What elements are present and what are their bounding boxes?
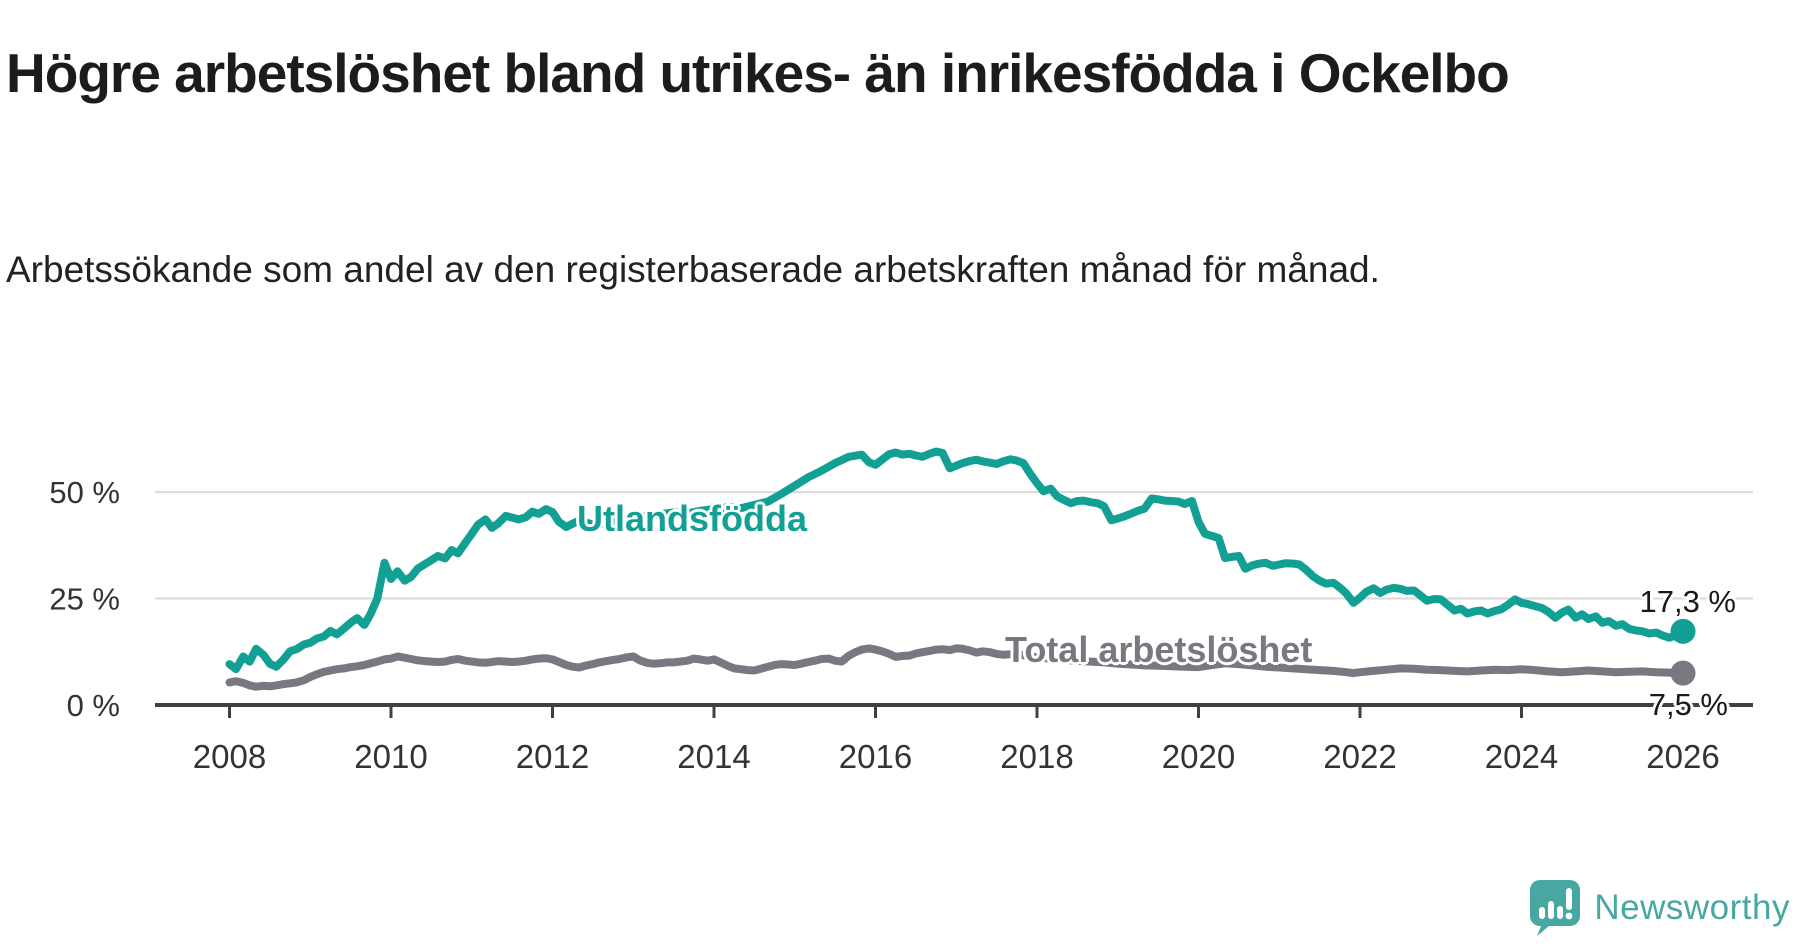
series-label-total-arbetsloshet: Total arbetslöshet xyxy=(1005,629,1313,670)
x-tick-label-2014: 2014 xyxy=(677,738,750,775)
y-tick-label-0: 0 % xyxy=(67,688,120,723)
x-tick-label-2026: 2026 xyxy=(1646,738,1719,775)
newsworthy-logo-text: Newsworthy xyxy=(1594,888,1790,927)
x-tick-label-2016: 2016 xyxy=(839,738,912,775)
y-tick-label-25: 25 % xyxy=(49,582,120,617)
y-axis-tick-labels: 0 % 25 % 50 % xyxy=(49,475,120,723)
series-label-utlandsfodda: Utlandsfödda xyxy=(577,498,807,539)
end-dot-total-arbetsl-shet xyxy=(1670,660,1696,686)
x-tick-label-2018: 2018 xyxy=(1000,738,1073,775)
x-axis xyxy=(155,703,1753,718)
line-total-arbetsl-shet xyxy=(225,644,1687,691)
x-axis-tick-labels: 2008 2010 2012 2014 2016 2018 2020 2022 2024 2026 xyxy=(193,738,1720,775)
x-tick-label-2008: 2008 xyxy=(193,738,266,775)
newsworthy-logo-icon xyxy=(1530,880,1581,936)
end-value-label-utlandsfodda: 17,3 % xyxy=(1639,584,1736,619)
line-utlandsf-dda xyxy=(225,447,1687,674)
chart-subtitle: Arbetssökande som andel av den registerb… xyxy=(6,249,1380,290)
chart-title: Högre arbetslöshet bland utrikes- än inr… xyxy=(6,41,1510,104)
x-tick-label-2012: 2012 xyxy=(516,738,589,775)
gridlines xyxy=(155,491,1753,600)
data-series-lines xyxy=(225,447,1696,691)
x-tick-label-2024: 2024 xyxy=(1485,738,1558,775)
x-tick-label-2022: 2022 xyxy=(1323,738,1396,775)
end-value-label-total: 7,5 % xyxy=(1648,687,1728,722)
end-dot-utlandsf-dda xyxy=(1670,618,1696,644)
newsworthy-logo: Newsworthy xyxy=(1530,880,1790,936)
y-tick-label-50: 50 % xyxy=(49,475,120,510)
x-tick-label-2020: 2020 xyxy=(1162,738,1235,775)
x-tick-label-2010: 2010 xyxy=(354,738,427,775)
